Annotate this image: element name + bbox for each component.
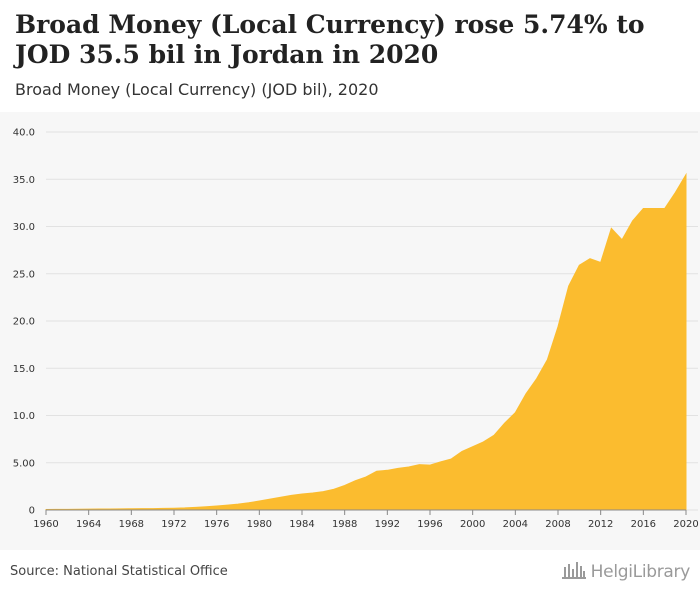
x-tick-label: 1988 xyxy=(332,519,357,530)
x-tick-label: 1984 xyxy=(289,519,314,530)
x-tick-label: 2016 xyxy=(631,519,656,530)
x-tick-label: 1996 xyxy=(417,519,442,530)
header: Broad Money (Local Currency) rose 5.74% … xyxy=(0,0,700,112)
y-tick-label: 0 xyxy=(29,506,35,517)
y-tick-label: 25.0 xyxy=(13,269,35,280)
y-tick-label: 30.0 xyxy=(13,222,35,233)
page-title: Broad Money (Local Currency) rose 5.74% … xyxy=(15,10,645,69)
x-tick-label: 1980 xyxy=(247,519,272,530)
x-tick-label: 1972 xyxy=(161,519,186,530)
source-note: Source: National Statistical Office xyxy=(10,564,228,579)
x-axis-ticks: 1960 1964 1968 1972 1976 1980 1984 1988 1992 1996… xyxy=(33,509,699,530)
y-tick-label: 35.0 xyxy=(13,175,35,186)
x-tick-label: 1992 xyxy=(375,519,400,530)
x-tick-label: 2008 xyxy=(545,519,570,530)
y-tick-label: 20.0 xyxy=(13,317,35,328)
x-tick-label: 1976 xyxy=(204,519,229,530)
x-tick-label: 2000 xyxy=(460,519,485,530)
y-tick-label: 5.00 xyxy=(13,458,35,469)
library-icon xyxy=(561,560,587,585)
brand-logo[interactable]: HelgiLibrary xyxy=(561,561,690,583)
y-tick-label: 40.0 xyxy=(13,128,35,139)
x-tick-label: 2020 xyxy=(673,519,698,530)
x-tick-label: 2012 xyxy=(588,519,613,530)
x-tick-label: 2004 xyxy=(503,519,528,530)
brand-name: HelgiLibrary xyxy=(590,562,691,582)
broad-money-area xyxy=(45,172,687,511)
chart-subtitle: Broad Money (Local Currency) (JOD bil), … xyxy=(15,80,379,99)
x-tick-label: 1968 xyxy=(119,519,144,530)
series-area xyxy=(45,172,687,511)
y-tick-label: 15.0 xyxy=(13,364,35,375)
y-axis-ticks: 0 5.00 10.0 15.0 20.0 25.0 30.0 35.0 40.0 xyxy=(13,128,35,517)
y-tick-label: 10.0 xyxy=(13,411,35,422)
x-tick-label: 1960 xyxy=(33,519,58,530)
x-tick-label: 1964 xyxy=(76,519,101,530)
